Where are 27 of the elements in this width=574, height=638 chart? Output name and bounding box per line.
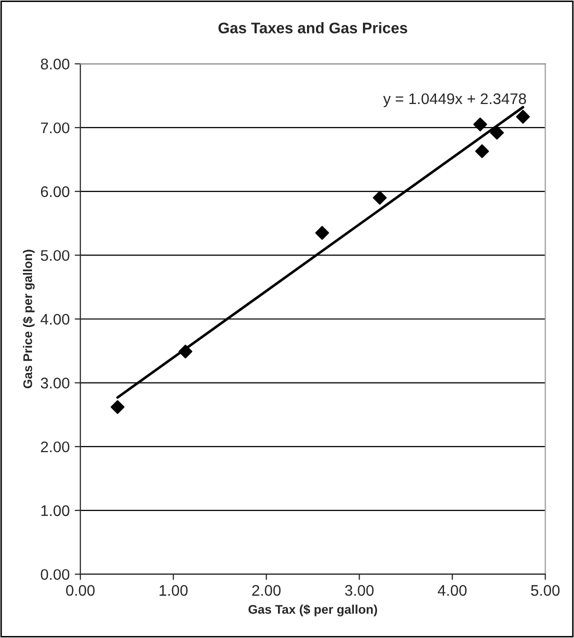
point (315, 226, 330, 240)
y-tick-label: 1.00 (41, 505, 70, 516)
annotation: y = 1.0449x + 2.3478 (383, 93, 526, 108)
x-tick-label: 3.00 (345, 585, 374, 596)
y-tick-label: 7.00 (40, 122, 70, 134)
chart-title: Gas Taxes and Gas Prices (218, 22, 408, 34)
point (516, 110, 530, 124)
point (178, 344, 192, 358)
point (473, 118, 488, 132)
x-tick-label: 0.00 (66, 585, 95, 596)
x-tick-label: 5.00 (531, 585, 560, 596)
y-tick-label: 2.00 (40, 441, 70, 452)
point (490, 126, 504, 140)
y-tick-label: 3.00 (40, 378, 70, 388)
point (110, 400, 124, 414)
point (372, 190, 387, 205)
x-tick-label: 2.00 (252, 585, 281, 596)
x-axis-title: Gas Tax ($ per gallon) (248, 604, 378, 616)
x-tick-label: 1.00 (160, 585, 188, 596)
point (475, 144, 489, 158)
y-axis-title: Gas Price ($ per gallon) (22, 250, 35, 388)
y-tick-label: 8.00 (40, 58, 70, 70)
y-tick-label: 4.00 (40, 314, 70, 325)
y-tick-label: 5.00 (40, 250, 70, 261)
y-tick-label: 0.00 (40, 569, 70, 580)
y-tick-label: 6.00 (40, 186, 70, 198)
x-tick-label: 4.00 (438, 585, 467, 596)
